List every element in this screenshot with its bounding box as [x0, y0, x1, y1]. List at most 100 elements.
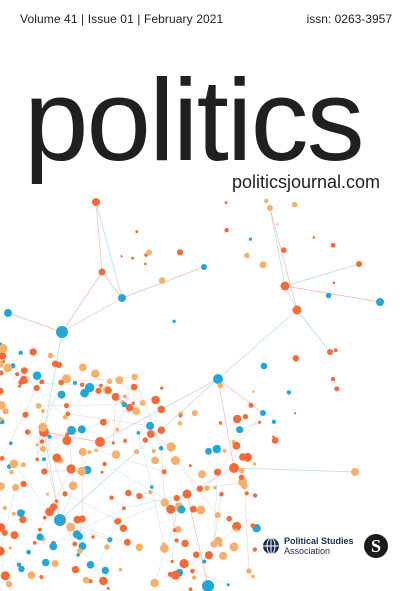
network-node — [0, 416, 3, 422]
network-nodes — [0, 198, 384, 591]
network-node — [191, 410, 198, 416]
network-edge — [36, 410, 44, 460]
network-node — [65, 411, 71, 417]
network-node — [146, 249, 153, 256]
network-node — [122, 394, 127, 399]
network-node — [19, 375, 29, 384]
network-node — [98, 268, 106, 276]
network-edge — [41, 430, 72, 442]
network-node — [102, 461, 107, 467]
network-node — [0, 482, 5, 491]
network-edge — [95, 201, 123, 299]
network-node — [151, 395, 160, 405]
network-node — [0, 456, 5, 461]
network-node — [244, 491, 249, 496]
network-edge — [1, 387, 37, 459]
network-node — [243, 452, 253, 462]
network-node — [111, 392, 120, 401]
network-node — [232, 441, 241, 450]
network-node — [65, 432, 70, 437]
network-node — [170, 559, 174, 564]
network-node — [252, 462, 257, 466]
network-node — [196, 505, 206, 515]
network-node — [178, 414, 182, 418]
network-node — [172, 528, 177, 532]
network-node — [95, 437, 105, 447]
network-node — [114, 518, 121, 525]
network-node — [104, 544, 110, 550]
network-node — [356, 261, 362, 267]
network-node — [94, 448, 98, 453]
network-node — [135, 543, 144, 552]
network-node — [62, 519, 66, 523]
network-node — [106, 586, 110, 590]
network-node — [150, 578, 159, 588]
network-node — [246, 568, 252, 574]
network-node — [76, 553, 80, 557]
network-node — [131, 401, 135, 405]
network-node — [18, 384, 22, 388]
network-node — [219, 491, 224, 497]
network-node — [47, 352, 54, 359]
network-node — [101, 566, 110, 575]
network-node — [78, 363, 87, 372]
network-node — [257, 420, 262, 424]
network-edge — [113, 396, 116, 443]
network-node — [151, 456, 160, 465]
network-node — [16, 562, 22, 568]
network-node — [172, 319, 176, 323]
network-node — [242, 414, 249, 420]
network-node — [173, 494, 180, 502]
network-node — [38, 422, 48, 432]
network-node — [160, 386, 164, 390]
network-edge — [59, 378, 219, 521]
psa-logo: Political Studies Association — [262, 536, 354, 556]
network-node — [222, 448, 227, 453]
network-node — [115, 427, 120, 432]
network-node — [226, 515, 232, 522]
network-node — [151, 448, 156, 454]
network-node — [88, 579, 93, 584]
network-node — [91, 535, 95, 539]
network-node — [146, 430, 155, 438]
network-node — [36, 533, 44, 541]
network-node — [166, 504, 176, 514]
network-edge — [0, 487, 16, 552]
sage-logo-icon: S — [364, 534, 388, 558]
network-edge — [7, 312, 63, 333]
network-node — [122, 506, 126, 511]
network-node — [144, 262, 147, 266]
network-node — [176, 249, 184, 256]
network-node — [24, 429, 31, 435]
network-node — [19, 515, 27, 524]
network-edge — [206, 445, 237, 489]
network-node — [191, 575, 197, 580]
network-node — [78, 542, 87, 551]
network-node — [56, 326, 68, 338]
network-edge — [64, 417, 114, 444]
network-node — [12, 483, 20, 491]
network-edge — [244, 486, 250, 572]
network-node — [239, 467, 245, 474]
network-node — [174, 526, 182, 533]
network-node — [162, 542, 166, 546]
network-node — [121, 401, 128, 408]
network-node — [111, 450, 121, 459]
network-edge — [186, 467, 235, 495]
network-node — [177, 421, 183, 426]
network-edge — [119, 380, 143, 404]
network-node — [78, 447, 87, 456]
network-node — [42, 515, 47, 520]
network-node — [41, 457, 47, 462]
network-node — [77, 548, 83, 554]
psa-name: Political Studies Association — [284, 536, 354, 556]
network-node — [68, 481, 78, 491]
network-node — [333, 348, 338, 353]
network-node — [198, 470, 206, 479]
network-node — [166, 442, 176, 452]
network-node — [1, 529, 8, 536]
network-node — [67, 425, 76, 435]
network-node — [130, 383, 138, 391]
network-node — [39, 575, 44, 579]
network-node — [61, 374, 71, 384]
